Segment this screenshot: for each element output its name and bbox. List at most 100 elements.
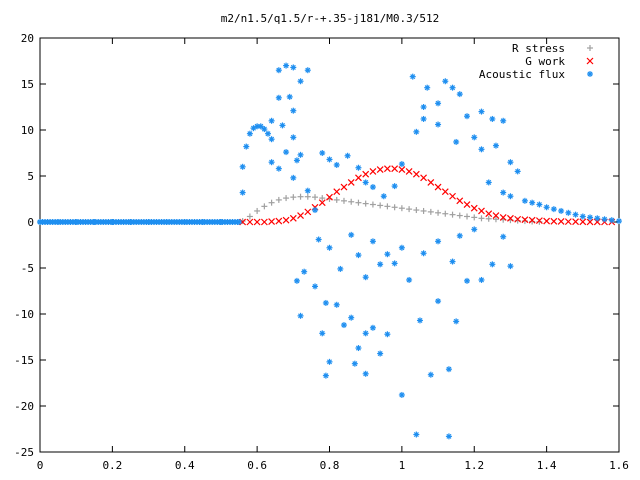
acoustic-flux-point	[456, 232, 463, 239]
acoustic-flux-point	[283, 62, 290, 69]
r-stress-point	[355, 199, 362, 206]
g-work-point	[260, 218, 268, 226]
acoustic-flux-point	[409, 73, 416, 80]
acoustic-flux-point	[275, 67, 282, 74]
x-tick-label: 0.2	[102, 459, 122, 472]
x-tick-label: 1	[399, 459, 406, 472]
g-work-point	[326, 193, 333, 201]
acoustic-flux-point	[322, 372, 329, 379]
r-stress-point	[283, 195, 290, 202]
x-tick-label: 1.2	[464, 459, 484, 472]
y-tick-label: 10	[21, 124, 34, 137]
acoustic-flux-point	[500, 233, 507, 240]
g-work-point	[586, 218, 594, 226]
acoustic-flux-point	[369, 184, 376, 191]
x-tick-label: 1.6	[609, 459, 629, 472]
acoustic-flux-point	[445, 433, 452, 440]
acoustic-flux-point	[297, 78, 304, 85]
acoustic-flux-point	[348, 314, 355, 321]
g-work-point	[412, 170, 420, 178]
acoustic-flux-point	[362, 274, 369, 281]
r-stress-point	[471, 214, 478, 221]
y-tick-label: -20	[14, 400, 34, 413]
acoustic-flux-point	[558, 207, 565, 214]
acoustic-flux-point	[109, 219, 116, 225]
acoustic-flux-point	[283, 149, 290, 156]
g-work-point	[514, 215, 522, 223]
r-stress-point	[297, 193, 304, 200]
acoustic-flux-point	[268, 136, 275, 143]
acoustic-flux-point	[145, 219, 152, 225]
acoustic-flux-point	[163, 219, 170, 225]
acoustic-flux-point	[369, 238, 376, 245]
g-work-point	[340, 183, 348, 191]
g-work-point	[376, 166, 384, 173]
acoustic-flux-point	[489, 261, 496, 268]
acoustic-flux-point	[413, 431, 420, 438]
g-work-point	[420, 174, 428, 182]
acoustic-flux-point	[543, 204, 550, 211]
acoustic-flux-point	[319, 330, 326, 337]
acoustic-flux-point	[181, 219, 188, 225]
axis-ticks: 0 0.2 0.4 0.6 0.8 1 1.2 1.4 1.6 20 15 10 5 0 -5 -10 -15 -…	[14, 32, 629, 472]
acoustic-flux-point	[236, 219, 243, 225]
y-tick-label: -10	[14, 308, 34, 321]
acoustic-flux-point	[456, 91, 463, 98]
acoustic-flux-point	[326, 156, 333, 163]
r-stress-point	[362, 200, 369, 207]
y-tick-label: 0	[27, 216, 34, 229]
acoustic-flux-point	[489, 115, 496, 122]
acoustic-flux-point	[594, 215, 601, 222]
g-work-point	[318, 199, 326, 207]
r-stress-point	[348, 198, 355, 205]
acoustic-flux-point	[293, 277, 300, 284]
g-work-point	[463, 201, 471, 208]
acoustic-flux-point	[529, 199, 536, 206]
acoustic-flux-point	[340, 322, 347, 329]
r-stress-point	[246, 213, 253, 220]
acoustic-flux-point	[608, 217, 615, 224]
acoustic-flux-point	[355, 164, 362, 171]
acoustic-flux-point	[550, 206, 557, 213]
acoustic-flux-point	[453, 138, 460, 145]
acoustic-flux-point	[384, 331, 391, 338]
acoustic-flux-point	[377, 261, 384, 268]
r-stress-point	[275, 196, 282, 203]
chart-title: m2/n1.5/q1.5/r-+.35-j181/M0.3/512	[221, 12, 440, 25]
acoustic-flux-point	[279, 122, 286, 129]
r-stress-point	[442, 210, 449, 217]
r-stress-point	[369, 201, 376, 208]
g-work-point	[398, 166, 406, 173]
g-work-point	[535, 217, 543, 225]
acoustic-flux-point	[355, 345, 362, 352]
acoustic-flux-point	[478, 146, 485, 153]
r-stress-point	[398, 205, 405, 212]
acoustic-flux-point	[290, 107, 297, 114]
acoustic-flux-point	[239, 189, 246, 196]
y-tick-label: -15	[14, 354, 34, 367]
acoustic-flux-point	[344, 152, 351, 159]
acoustic-flux-point	[290, 134, 297, 141]
g-work-point	[557, 218, 565, 225]
r-stress-point	[254, 207, 261, 214]
acoustic-flux-point	[500, 189, 507, 196]
acoustic-flux-point	[261, 126, 268, 133]
g-work-point	[499, 213, 507, 221]
r-stress-point	[391, 204, 398, 211]
g-work-point	[572, 218, 579, 226]
g-work-point	[478, 207, 485, 215]
legend-label-r-stress: R stress	[512, 42, 565, 55]
y-tick-label: -5	[21, 262, 34, 275]
acoustic-flux-point	[507, 193, 514, 200]
g-work-point	[289, 214, 297, 222]
acoustic-flux-point	[199, 219, 206, 225]
acoustic-flux-point	[521, 197, 528, 204]
r-stress-point	[406, 206, 413, 213]
r-stress-point	[333, 196, 340, 203]
acoustic-flux-point	[362, 179, 369, 186]
g-work-point	[391, 165, 399, 173]
x-tick-label: 0.6	[247, 459, 267, 472]
g-work-point	[362, 170, 370, 178]
acoustic-flux-point	[485, 179, 492, 186]
